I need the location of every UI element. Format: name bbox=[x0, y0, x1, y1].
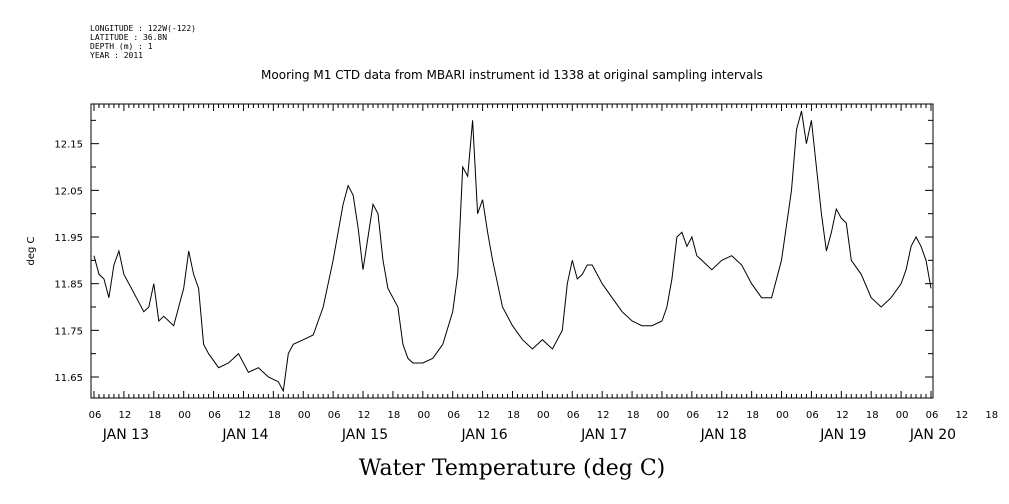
x-tick-label: 18 bbox=[148, 410, 161, 421]
plot-frame bbox=[90, 103, 934, 399]
x-day-label: JAN 13 bbox=[102, 427, 149, 443]
x-tick-label: 00 bbox=[776, 410, 789, 421]
x-tick-label: 18 bbox=[627, 410, 640, 421]
x-tick-label: 18 bbox=[388, 410, 401, 421]
x-day-label: JAN 14 bbox=[221, 427, 268, 443]
x-tick-label: 06 bbox=[447, 410, 460, 421]
x-tick-label: 12 bbox=[238, 410, 251, 421]
x-tick-label: 06 bbox=[926, 410, 939, 421]
x-tick-label: 06 bbox=[89, 410, 102, 421]
x-axis-label: Water Temperature (deg C) bbox=[359, 456, 666, 481]
y-tick-labels: 11.65 11.75 11.85 11.95 12.05 12.15 bbox=[54, 140, 83, 384]
x-day-labels: JAN 13 JAN 14 JAN 15 JAN 16 JAN 17 JAN 18 JAN … bbox=[102, 427, 956, 443]
meta-year: YEAR : 2011 bbox=[90, 51, 143, 60]
y-axis-label: deg C bbox=[26, 236, 37, 265]
series-line-water-temperature bbox=[93, 110, 932, 393]
x-hour-labels: 06 12 18 00 06 12 18 00 06 12 18 00 06 12 18 00 06 12 18 00… bbox=[89, 410, 999, 421]
x-day-label: JAN 19 bbox=[819, 427, 866, 443]
x-tick-label: 18 bbox=[507, 410, 520, 421]
x-day-label: JAN 17 bbox=[580, 427, 627, 443]
x-tick-label: 18 bbox=[746, 410, 759, 421]
x-tick-label: 06 bbox=[686, 410, 699, 421]
axis-ticks bbox=[91, 104, 933, 398]
meta-latitude: LATITUDE : 36.8N bbox=[90, 33, 167, 42]
y-tick-label: 11.65 bbox=[54, 373, 83, 384]
x-tick-label: 00 bbox=[537, 410, 550, 421]
meta-longitude: LONGITUDE : 122W(-122) bbox=[90, 24, 196, 33]
x-tick-label: 06 bbox=[806, 410, 819, 421]
x-tick-label: 18 bbox=[866, 410, 879, 421]
x-day-label: JAN 18 bbox=[700, 427, 747, 443]
x-day-label: JAN 16 bbox=[461, 427, 508, 443]
x-tick-label: 12 bbox=[836, 410, 849, 421]
x-day-label: JAN 20 bbox=[909, 427, 956, 443]
y-tick-label: 11.85 bbox=[54, 280, 83, 291]
x-tick-label: 06 bbox=[208, 410, 221, 421]
meta-depth: DEPTH (m) : 1 bbox=[90, 42, 153, 51]
x-tick-label: 00 bbox=[417, 410, 430, 421]
x-tick-label: 00 bbox=[178, 410, 191, 421]
x-tick-label: 12 bbox=[119, 410, 132, 421]
x-tick-label: 12 bbox=[597, 410, 610, 421]
y-tick-label: 11.75 bbox=[54, 326, 83, 337]
x-tick-label: 18 bbox=[268, 410, 281, 421]
y-tick-label: 12.05 bbox=[54, 186, 83, 197]
x-tick-label: 12 bbox=[956, 410, 969, 421]
x-tick-label: 06 bbox=[567, 410, 580, 421]
x-tick-label: 12 bbox=[477, 410, 490, 421]
x-tick-label: 06 bbox=[328, 410, 341, 421]
y-tick-label: 12.15 bbox=[54, 140, 83, 151]
x-tick-label: 00 bbox=[298, 410, 311, 421]
x-tick-label: 18 bbox=[985, 410, 998, 421]
x-tick-label: 12 bbox=[716, 410, 729, 421]
chart-title: Mooring M1 CTD data from MBARI instrumen… bbox=[261, 68, 763, 82]
x-tick-label: 00 bbox=[657, 410, 670, 421]
x-tick-label: 12 bbox=[358, 410, 371, 421]
y-tick-label: 11.95 bbox=[54, 233, 83, 244]
metadata-block: LONGITUDE : 122W(-122) LATITUDE : 36.8N … bbox=[90, 24, 196, 60]
x-tick-label: 00 bbox=[896, 410, 909, 421]
x-day-label: JAN 15 bbox=[341, 427, 388, 443]
